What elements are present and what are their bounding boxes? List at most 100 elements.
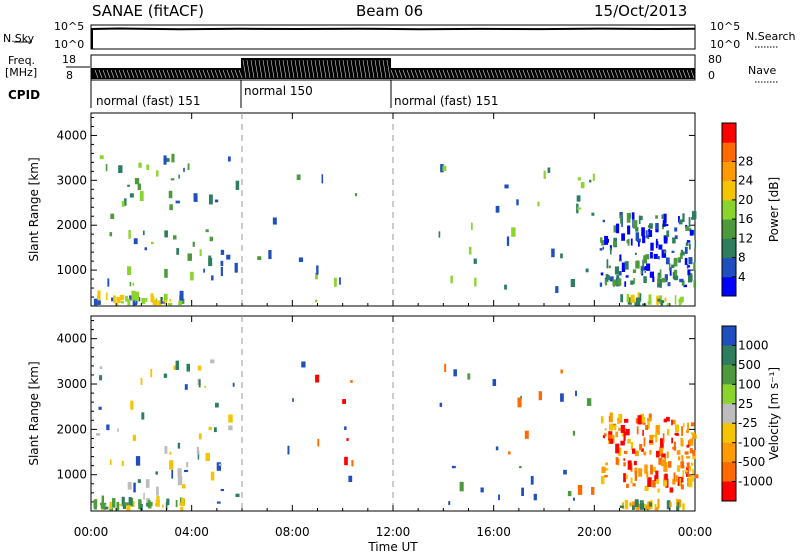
data-cell [137,479,141,484]
data-cell [618,447,622,456]
data-cell [647,225,650,228]
data-cell [438,231,441,238]
data-cell [208,194,213,205]
data-cell [141,412,145,420]
data-cell [177,468,182,477]
data-cell [171,153,175,163]
data-cell [669,267,672,276]
data-cell [453,369,457,377]
cpid-segment-1: normal (fast) 151 [96,94,201,108]
data-cell [690,422,695,427]
data-cell [175,499,178,508]
data-cell [169,460,174,470]
data-cell [164,446,168,454]
data-cell [607,436,611,444]
data-cell [663,418,668,423]
data-cell [179,290,184,301]
data-cell [631,501,636,507]
data-cell [184,384,188,390]
data-cell [642,422,646,425]
data-cell [675,475,679,483]
data-cell [665,224,669,227]
data-cell [685,242,689,246]
data-cell [664,473,668,480]
data-cell [163,293,168,301]
data-cell [678,257,682,260]
data-cell [644,464,648,474]
data-cell [95,433,101,436]
data-cell [641,448,644,452]
data-cell [659,278,662,288]
data-cell [171,469,174,479]
data-cell [649,271,655,278]
data-cell [663,462,668,472]
data-cell [602,246,605,250]
data-cell [135,456,141,466]
data-cell [348,475,353,483]
data-cell [663,213,667,224]
data-cell [678,456,681,461]
data-cell [165,501,168,510]
data-cell [121,300,124,304]
data-cell [617,421,621,424]
data-cell [660,438,664,448]
data-cell [687,273,693,283]
data-cell [627,238,630,246]
data-cell [204,385,206,389]
data-cell [127,298,131,306]
data-cell [617,278,622,286]
data-cell [152,299,158,306]
data-cell [687,422,689,433]
data-cell [620,440,625,446]
data-cell [682,470,685,478]
data-cell [655,229,659,233]
data-cell [692,434,697,440]
data-cell [150,293,154,303]
data-cell [257,256,262,261]
data-cell [692,455,696,460]
data-cell [442,165,447,171]
data-cell [655,432,658,443]
data-cell [127,266,132,276]
data-cell [334,277,337,287]
data-cell [661,249,667,258]
data-cell [673,441,676,451]
data-cell [615,457,619,465]
data-cell [178,174,180,179]
data-cell [661,453,666,458]
y-tick-label: 3000 [56,173,87,187]
data-cell [657,275,660,284]
data-cell [450,275,453,284]
data-cell [627,438,631,444]
data-cell [516,199,519,206]
data-cell [680,296,684,303]
nave-top-tick: 80 [708,53,722,66]
data-cell [511,227,516,237]
data-cell [124,502,129,507]
y-tick-label: 1000 [56,468,87,482]
data-cell [176,248,180,255]
data-cell [623,473,626,483]
data-cell [680,437,683,446]
data-cell [638,468,643,477]
colorbar-tick-label: -500 [738,455,765,469]
data-cell [504,284,507,290]
data-cell [692,230,696,235]
data-cell [576,195,581,202]
data-cell [641,227,645,237]
data-cell [145,297,148,303]
data-cell [692,211,697,220]
data-cell [692,450,696,459]
data-cell [591,487,595,495]
data-cell [296,174,301,181]
data-cell [655,238,658,249]
data-cell [591,212,595,216]
data-cell [645,230,648,238]
data-cell [216,462,221,471]
data-cell [580,182,585,189]
nsky-bottom-tick: 10^0 [54,38,85,51]
data-cell [640,502,645,509]
x-tick-label: 08:00 [275,525,310,539]
data-cell [163,155,167,165]
colorbar-tick-label: 1000 [738,338,769,352]
